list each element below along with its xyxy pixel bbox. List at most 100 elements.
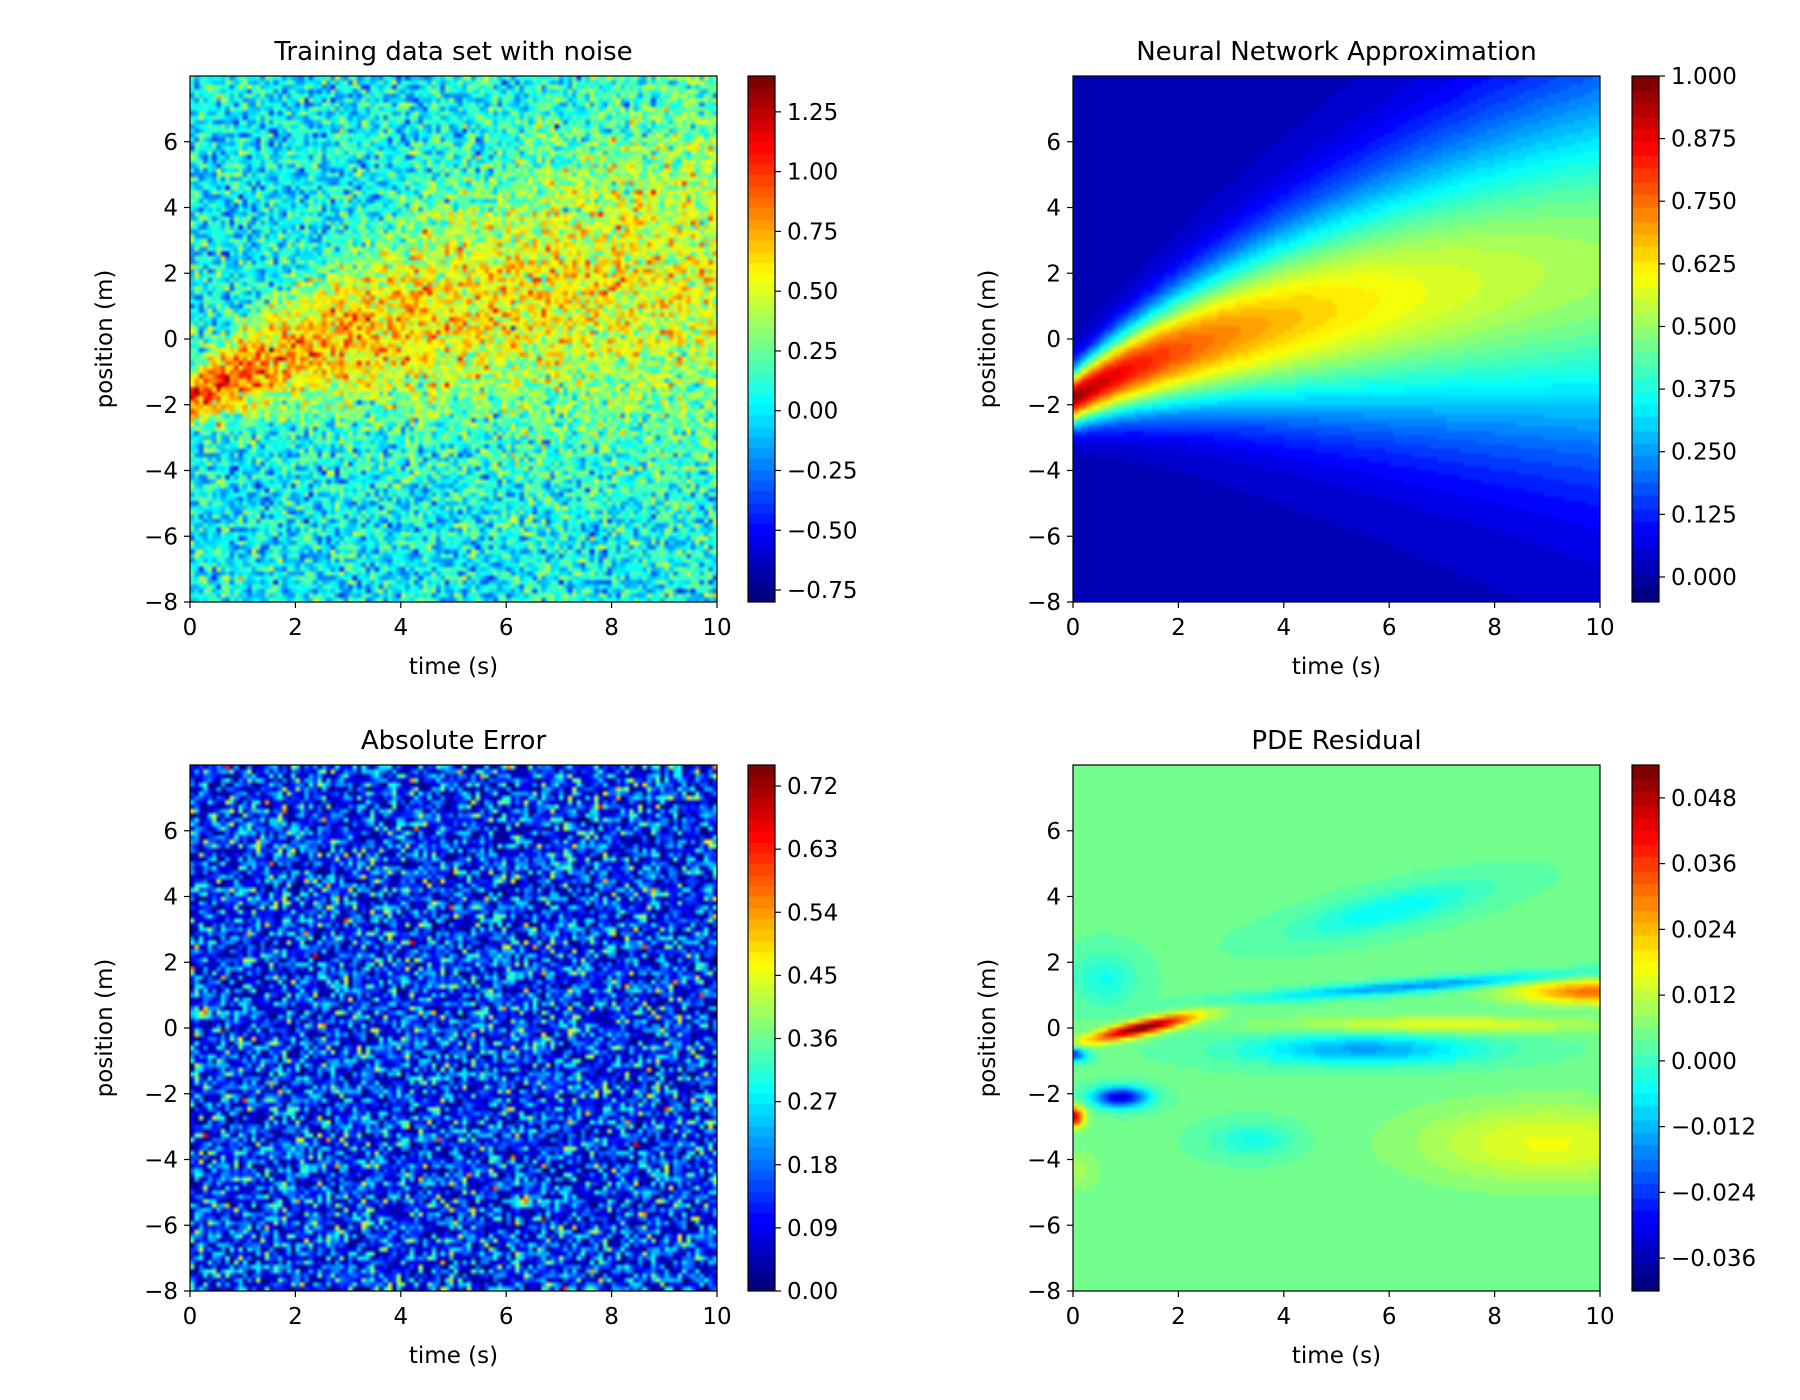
x-axis-label: time (s) xyxy=(1292,654,1381,680)
colorbar-gradient xyxy=(748,765,775,1291)
y-tick-label: −6 xyxy=(1027,1213,1061,1239)
x-tick-label: 2 xyxy=(1171,615,1186,641)
y-tick-label: −6 xyxy=(144,1213,178,1239)
x-tick-label: 10 xyxy=(1585,1304,1614,1330)
panel-title: Absolute Error xyxy=(361,726,547,756)
x-tick-label: 6 xyxy=(499,1304,514,1330)
x-tick-label: 4 xyxy=(1276,615,1291,641)
colorbar-tick-label: 0.45 xyxy=(787,963,838,989)
y-tick-label: 6 xyxy=(163,819,178,845)
y-tick-label: 4 xyxy=(1046,196,1061,222)
heatmap-image xyxy=(190,765,717,1291)
colorbar-tick-label: 0.36 xyxy=(787,1027,838,1053)
y-tick-label: 6 xyxy=(163,130,178,156)
panel-2: Neural Network Approximation 0 2 4 6 8 10 −8 −6 −… xyxy=(975,37,1737,680)
colorbar-tick-label: 0.63 xyxy=(787,837,838,863)
y-tick-label: −8 xyxy=(144,1279,178,1305)
y-tick-label: 6 xyxy=(1046,819,1061,845)
y-tick-label: 0 xyxy=(1046,327,1061,353)
y-tick-label: 4 xyxy=(163,885,178,911)
y-tick-label: −4 xyxy=(144,1148,178,1174)
y-axis-label: position (m) xyxy=(92,270,118,409)
y-tick-label: −6 xyxy=(144,524,178,550)
colorbar-tick-label: 0.875 xyxy=(1671,127,1737,153)
y-tick-label: 2 xyxy=(163,950,178,976)
y-axis-label: position (m) xyxy=(975,959,1001,1098)
y-tick-label: 6 xyxy=(1046,130,1061,156)
y-tick-label: −8 xyxy=(144,590,178,616)
x-tick-label: 8 xyxy=(604,1304,619,1330)
heatmap-image xyxy=(190,76,717,602)
colorbar: 0.000 0.125 0.250 0.375 0.500 0.625 0.750 0.875… xyxy=(1631,64,1737,603)
x-tick-label: 10 xyxy=(702,1304,731,1330)
x-tick-label: 0 xyxy=(183,1304,198,1330)
colorbar-tick-label: 0.625 xyxy=(1671,252,1737,278)
heatmap-image xyxy=(1073,765,1600,1291)
panel-title: Neural Network Approximation xyxy=(1136,37,1537,67)
y-tick-label: 4 xyxy=(163,196,178,222)
colorbar-tick-label: −0.036 xyxy=(1671,1246,1756,1272)
x-tick-label: 8 xyxy=(604,615,619,641)
colorbar-tick-label: 0.25 xyxy=(787,339,838,365)
x-tick-label: 0 xyxy=(1066,615,1081,641)
y-tick-label: 0 xyxy=(163,327,178,353)
x-tick-label: 10 xyxy=(1585,615,1614,641)
heatmap-image xyxy=(1073,76,1600,602)
colorbar-tick-label: 1.25 xyxy=(787,100,838,126)
colorbar-gradient xyxy=(1632,765,1659,1291)
y-tick-label: −6 xyxy=(1027,524,1061,550)
y-tick-label: 2 xyxy=(1046,261,1061,287)
y-tick-label: 2 xyxy=(163,261,178,287)
x-tick-label: 2 xyxy=(288,1304,303,1330)
x-tick-label: 2 xyxy=(288,615,303,641)
y-tick-label: −4 xyxy=(1027,1148,1061,1174)
colorbar-tick-label: 0.012 xyxy=(1671,983,1737,1009)
colorbar-tick-label: 0.048 xyxy=(1671,786,1737,812)
colorbar: −0.75 −0.50 −0.25 0.00 0.25 0.50 0.75 1.00 1.25 xyxy=(747,75,857,604)
colorbar: 0.00 0.09 0.18 0.27 0.36 0.45 0.54 0.63 0.72 xyxy=(747,764,838,1305)
colorbar-tick-label: 0.27 xyxy=(787,1090,838,1116)
x-tick-label: 4 xyxy=(1276,1304,1291,1330)
colorbar-tick-label: 0.000 xyxy=(1671,565,1737,591)
colorbar-tick-label: 0.125 xyxy=(1671,502,1737,528)
y-tick-label: 4 xyxy=(1046,885,1061,911)
colorbar-tick-label: 0.75 xyxy=(787,219,838,245)
colorbar-tick-label: 0.500 xyxy=(1671,314,1737,340)
y-tick-label: −4 xyxy=(1027,459,1061,485)
colorbar-tick-label: 0.18 xyxy=(787,1153,838,1179)
colorbar-tick-label: −0.25 xyxy=(787,459,857,485)
colorbar: −0.036 −0.024 −0.012 0.000 0.012 0.024 0.036 0.… xyxy=(1631,764,1756,1292)
colorbar-tick-label: 0.54 xyxy=(787,900,838,926)
x-tick-label: 8 xyxy=(1487,1304,1502,1330)
y-axis-label: position (m) xyxy=(92,959,118,1098)
x-tick-label: 0 xyxy=(1066,1304,1081,1330)
y-tick-label: 0 xyxy=(163,1016,178,1042)
x-axis-label: time (s) xyxy=(409,1343,498,1369)
colorbar-tick-label: 0.50 xyxy=(787,279,838,305)
colorbar-tick-label: −0.012 xyxy=(1671,1115,1756,1141)
colorbar-tick-label: −0.024 xyxy=(1671,1180,1756,1206)
colorbar-frame xyxy=(1631,764,1660,1292)
colorbar-tick-label: 0.00 xyxy=(787,1279,838,1305)
y-tick-label: −4 xyxy=(144,459,178,485)
panel-title: PDE Residual xyxy=(1251,726,1421,756)
colorbar-tick-label: 0.000 xyxy=(1671,1049,1737,1075)
colorbar-tick-label: 1.000 xyxy=(1671,64,1737,90)
colorbar-tick-label: 0.036 xyxy=(1671,852,1737,878)
x-tick-label: 8 xyxy=(1487,615,1502,641)
colorbar-tick-label: 1.00 xyxy=(787,160,838,186)
colorbar-tick-label: 0.750 xyxy=(1671,189,1737,215)
panel-title: Training data set with noise xyxy=(273,37,632,67)
panel-1: Training data set with noise 0 2 4 6 8 10 −8 −6 −… xyxy=(92,37,857,680)
colorbar-tick-label: −0.75 xyxy=(787,578,857,604)
x-tick-label: 2 xyxy=(1171,1304,1186,1330)
y-tick-label: −2 xyxy=(144,1082,178,1108)
x-axis-label: time (s) xyxy=(1292,1343,1381,1369)
y-tick-label: −8 xyxy=(1027,1279,1061,1305)
x-tick-label: 6 xyxy=(499,615,514,641)
x-tick-label: 4 xyxy=(393,1304,408,1330)
colorbar-frame xyxy=(1631,75,1660,603)
